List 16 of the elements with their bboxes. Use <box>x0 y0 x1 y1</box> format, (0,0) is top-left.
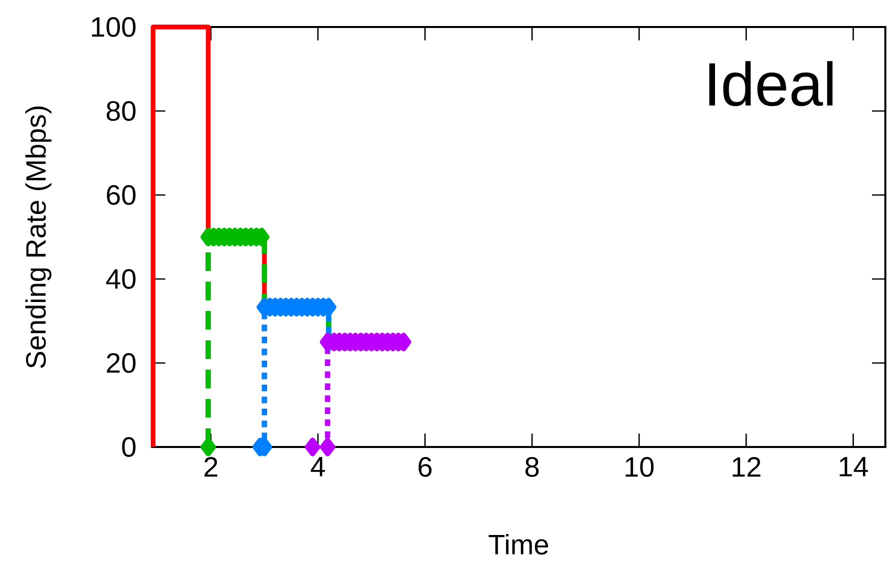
x-tick-label: 10 <box>626 457 654 477</box>
y-tick-label: 20 <box>106 353 136 373</box>
y-tick-label: 80 <box>106 101 136 121</box>
x-tick-label: 4 <box>310 457 325 476</box>
x-tick-label: 6 <box>418 457 432 477</box>
x-tick-label: 12 <box>732 457 760 477</box>
annotation: Ideal <box>709 61 832 106</box>
y-tick-label: 60 <box>106 185 136 205</box>
y-tick-label: 40 <box>106 269 136 289</box>
x-tick-label: 8 <box>525 457 539 477</box>
y-tick-label: 100 <box>92 17 136 37</box>
y-axis-title: Sending Rate (Mbps) <box>25 106 52 368</box>
x-axis-title: Time <box>488 534 548 555</box>
y-tick-label: 0 <box>122 437 136 457</box>
x-tick-label: 14 <box>840 457 868 476</box>
x-tick-label: 2 <box>204 457 218 477</box>
